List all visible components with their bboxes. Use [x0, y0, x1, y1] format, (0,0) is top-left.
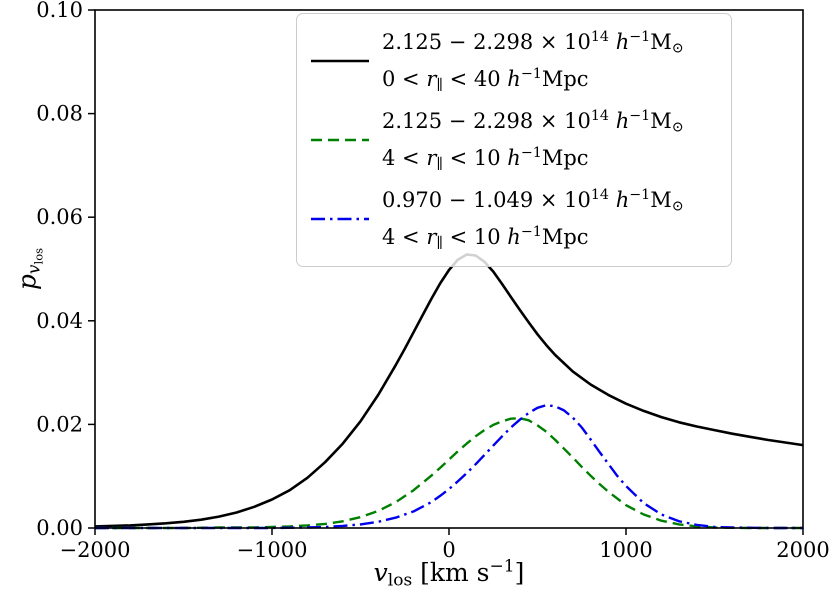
x-tick-label: 1000	[599, 538, 652, 562]
x-tick-label: −2000	[59, 538, 130, 562]
legend-label-line: 0.970 − 1.049 × 1014 h−1M⊙	[382, 186, 684, 215]
x-axis-unit: [km s	[412, 558, 490, 587]
legend-label-line: 2.125 − 2.298 × 1014 h−1M⊙	[382, 29, 684, 57]
legend-entry-high-mass-wide: 2.125 − 2.298 × 1014 h−1M⊙ 0 < r∥ < 40 h−…	[311, 24, 717, 99]
x-axis-unit-sup: −1	[489, 556, 515, 577]
y-tick-label: 0.02	[36, 412, 83, 436]
y-axis-var: p	[12, 274, 42, 291]
axes-box	[94, 9, 804, 529]
y-axis-label: pvlos	[12, 248, 46, 291]
legend-label-line: 0 < r∥ < 40 h−1Mpc	[382, 66, 589, 94]
legend-entry-low-mass-narrow: 0.970 − 1.049 × 1014 h−1M⊙ 4 < r∥ < 10 h−…	[311, 182, 717, 257]
y-tick-label: 0.10	[36, 0, 83, 22]
legend-label: 2.125 − 2.298 × 1014 h−1M⊙ 0 < r∥ < 40 h−…	[382, 24, 684, 99]
y-axis-sub-var: v	[24, 264, 45, 275]
curve-high-mass-narrow	[95, 417, 803, 530]
legend-label-line: 4 < r∥ < 10 h−1Mpc	[382, 145, 589, 173]
y-tick-label: 0.08	[36, 102, 83, 126]
x-tick-label: 0	[442, 538, 455, 562]
legend: 2.125 − 2.298 × 1014 h−1M⊙ 0 < r∥ < 40 h−…	[296, 13, 732, 268]
legend-entry-high-mass-narrow: 2.125 − 2.298 × 1014 h−1M⊙ 4 < r∥ < 10 h−…	[311, 103, 717, 178]
y-tick-label: 0.06	[36, 205, 83, 229]
legend-label: 2.125 − 2.298 × 1014 h−1M⊙ 4 < r∥ < 10 h−…	[382, 103, 684, 178]
x-axis-label: vlos [km s−1]	[95, 556, 803, 591]
legend-line-sample-dashed	[311, 138, 369, 142]
y-tick-label: 0.04	[36, 309, 83, 333]
x-axis-unit-close: ]	[514, 558, 525, 587]
x-tick-label: −1000	[236, 538, 307, 562]
legend-line-sample-solid	[311, 60, 369, 63]
y-tick-label: 0.00	[36, 516, 83, 540]
curve-high-mass-wide	[94, 253, 804, 528]
legend-label-line: 4 < r∥ < 10 h−1Mpc	[382, 224, 589, 252]
x-axis-var-sub: los	[387, 570, 413, 591]
legend-line-sample-dashdot	[311, 217, 369, 221]
legend-label: 0.970 − 1.049 × 1014 h−1M⊙ 4 < r∥ < 10 h−…	[382, 182, 684, 257]
x-axis-var: v	[373, 558, 388, 587]
curve-low-mass-narrow	[95, 404, 803, 530]
legend-label-line: 2.125 − 2.298 × 1014 h−1M⊙	[382, 107, 684, 136]
y-axis-sub-sub: los	[31, 247, 46, 265]
x-tick-label: 2000	[776, 538, 829, 562]
